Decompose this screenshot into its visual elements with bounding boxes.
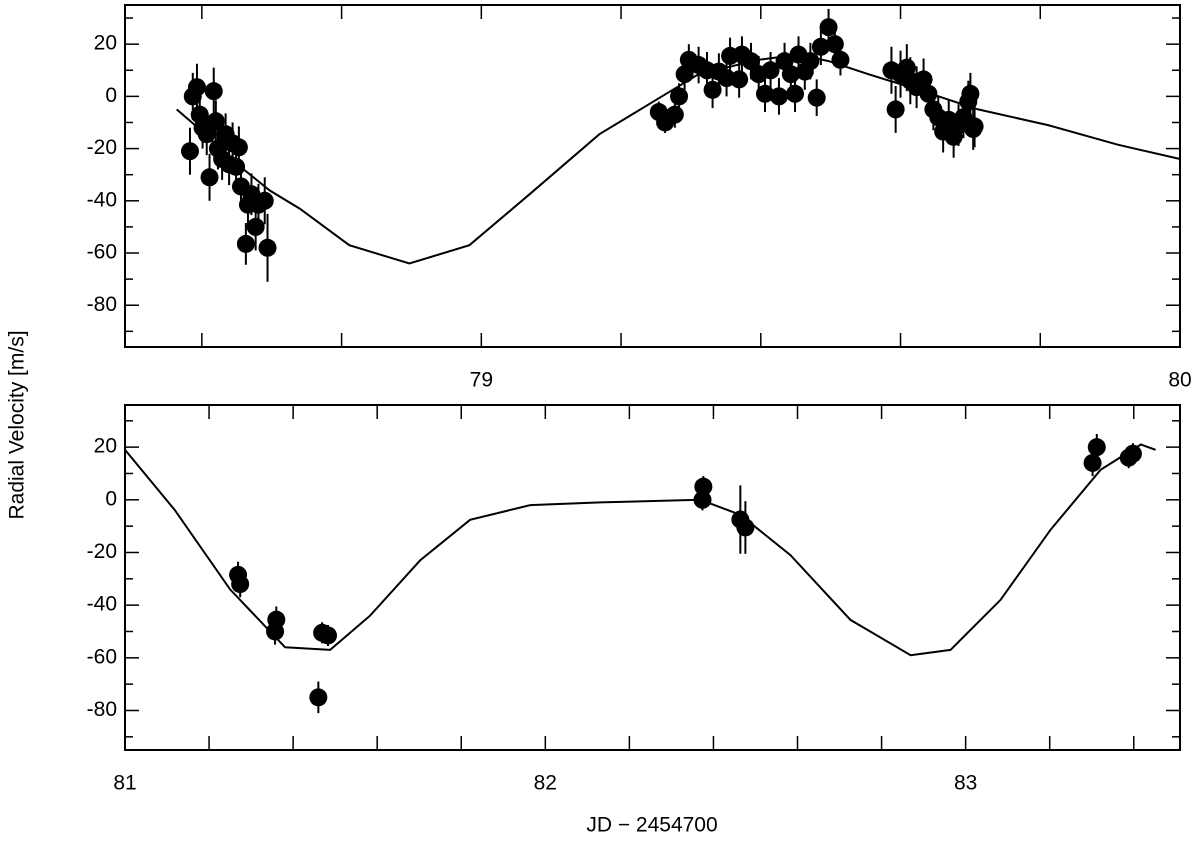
x-tick-label: 82: [534, 772, 557, 795]
y-tick-label: 0: [105, 487, 117, 510]
data-point: [255, 191, 274, 210]
plot-frame: [124, 404, 1181, 751]
data-point: [206, 112, 225, 131]
data-point: [246, 217, 265, 236]
y-tick-label: -40: [87, 593, 117, 616]
data-point: [319, 626, 338, 645]
y-tick-label: -80: [87, 293, 117, 316]
data-point: [180, 142, 199, 161]
x-tick-label: 81: [113, 772, 136, 795]
y-tick-label: -20: [87, 540, 117, 563]
x-tick-label: 83: [954, 772, 977, 795]
data-point: [811, 37, 830, 56]
x-tick-label: 80: [1168, 369, 1191, 392]
data-point: [258, 238, 277, 257]
data-point: [825, 35, 844, 54]
data-point: [886, 100, 905, 119]
x-tick-label: 79: [470, 369, 493, 392]
y-tick-label: -60: [87, 241, 117, 264]
y-tick-label: 20: [94, 435, 117, 458]
data-point: [1123, 444, 1142, 463]
data-point: [961, 84, 980, 103]
y-tick-label: -80: [87, 698, 117, 721]
data-point: [703, 80, 722, 99]
data-point: [1087, 438, 1106, 457]
data-point: [197, 125, 216, 144]
data-point: [736, 518, 755, 537]
data-point: [665, 105, 684, 124]
data-point: [670, 87, 689, 106]
data-point: [309, 688, 328, 707]
plot-frame: [124, 4, 1181, 348]
data-point: [786, 84, 805, 103]
y-tick-label: -60: [87, 645, 117, 668]
data-point: [227, 157, 246, 176]
y-tick-label: 20: [94, 32, 117, 55]
data-point: [267, 610, 286, 629]
y-tick-label: 0: [105, 84, 117, 107]
data-point: [807, 88, 826, 107]
data-point: [694, 477, 713, 496]
data-point: [187, 78, 206, 97]
data-point: [761, 61, 780, 80]
y-axis-label: Radial Velocity [m/s]: [6, 330, 29, 519]
data-point: [236, 234, 255, 253]
data-point: [200, 168, 219, 187]
data-point: [1083, 453, 1102, 472]
data-point: [730, 70, 749, 89]
x-axis-label: JD − 2454700: [586, 814, 717, 837]
y-tick-label: -40: [87, 188, 117, 211]
data-point: [965, 117, 984, 136]
data-point: [229, 138, 248, 157]
data-point: [755, 84, 774, 103]
data-point: [231, 575, 250, 594]
data-point: [819, 18, 838, 37]
model-curve: [124, 443, 1156, 657]
model-curve: [176, 53, 1181, 265]
data-point: [769, 87, 788, 106]
data-point: [204, 82, 223, 101]
y-tick-label: -20: [87, 136, 117, 159]
